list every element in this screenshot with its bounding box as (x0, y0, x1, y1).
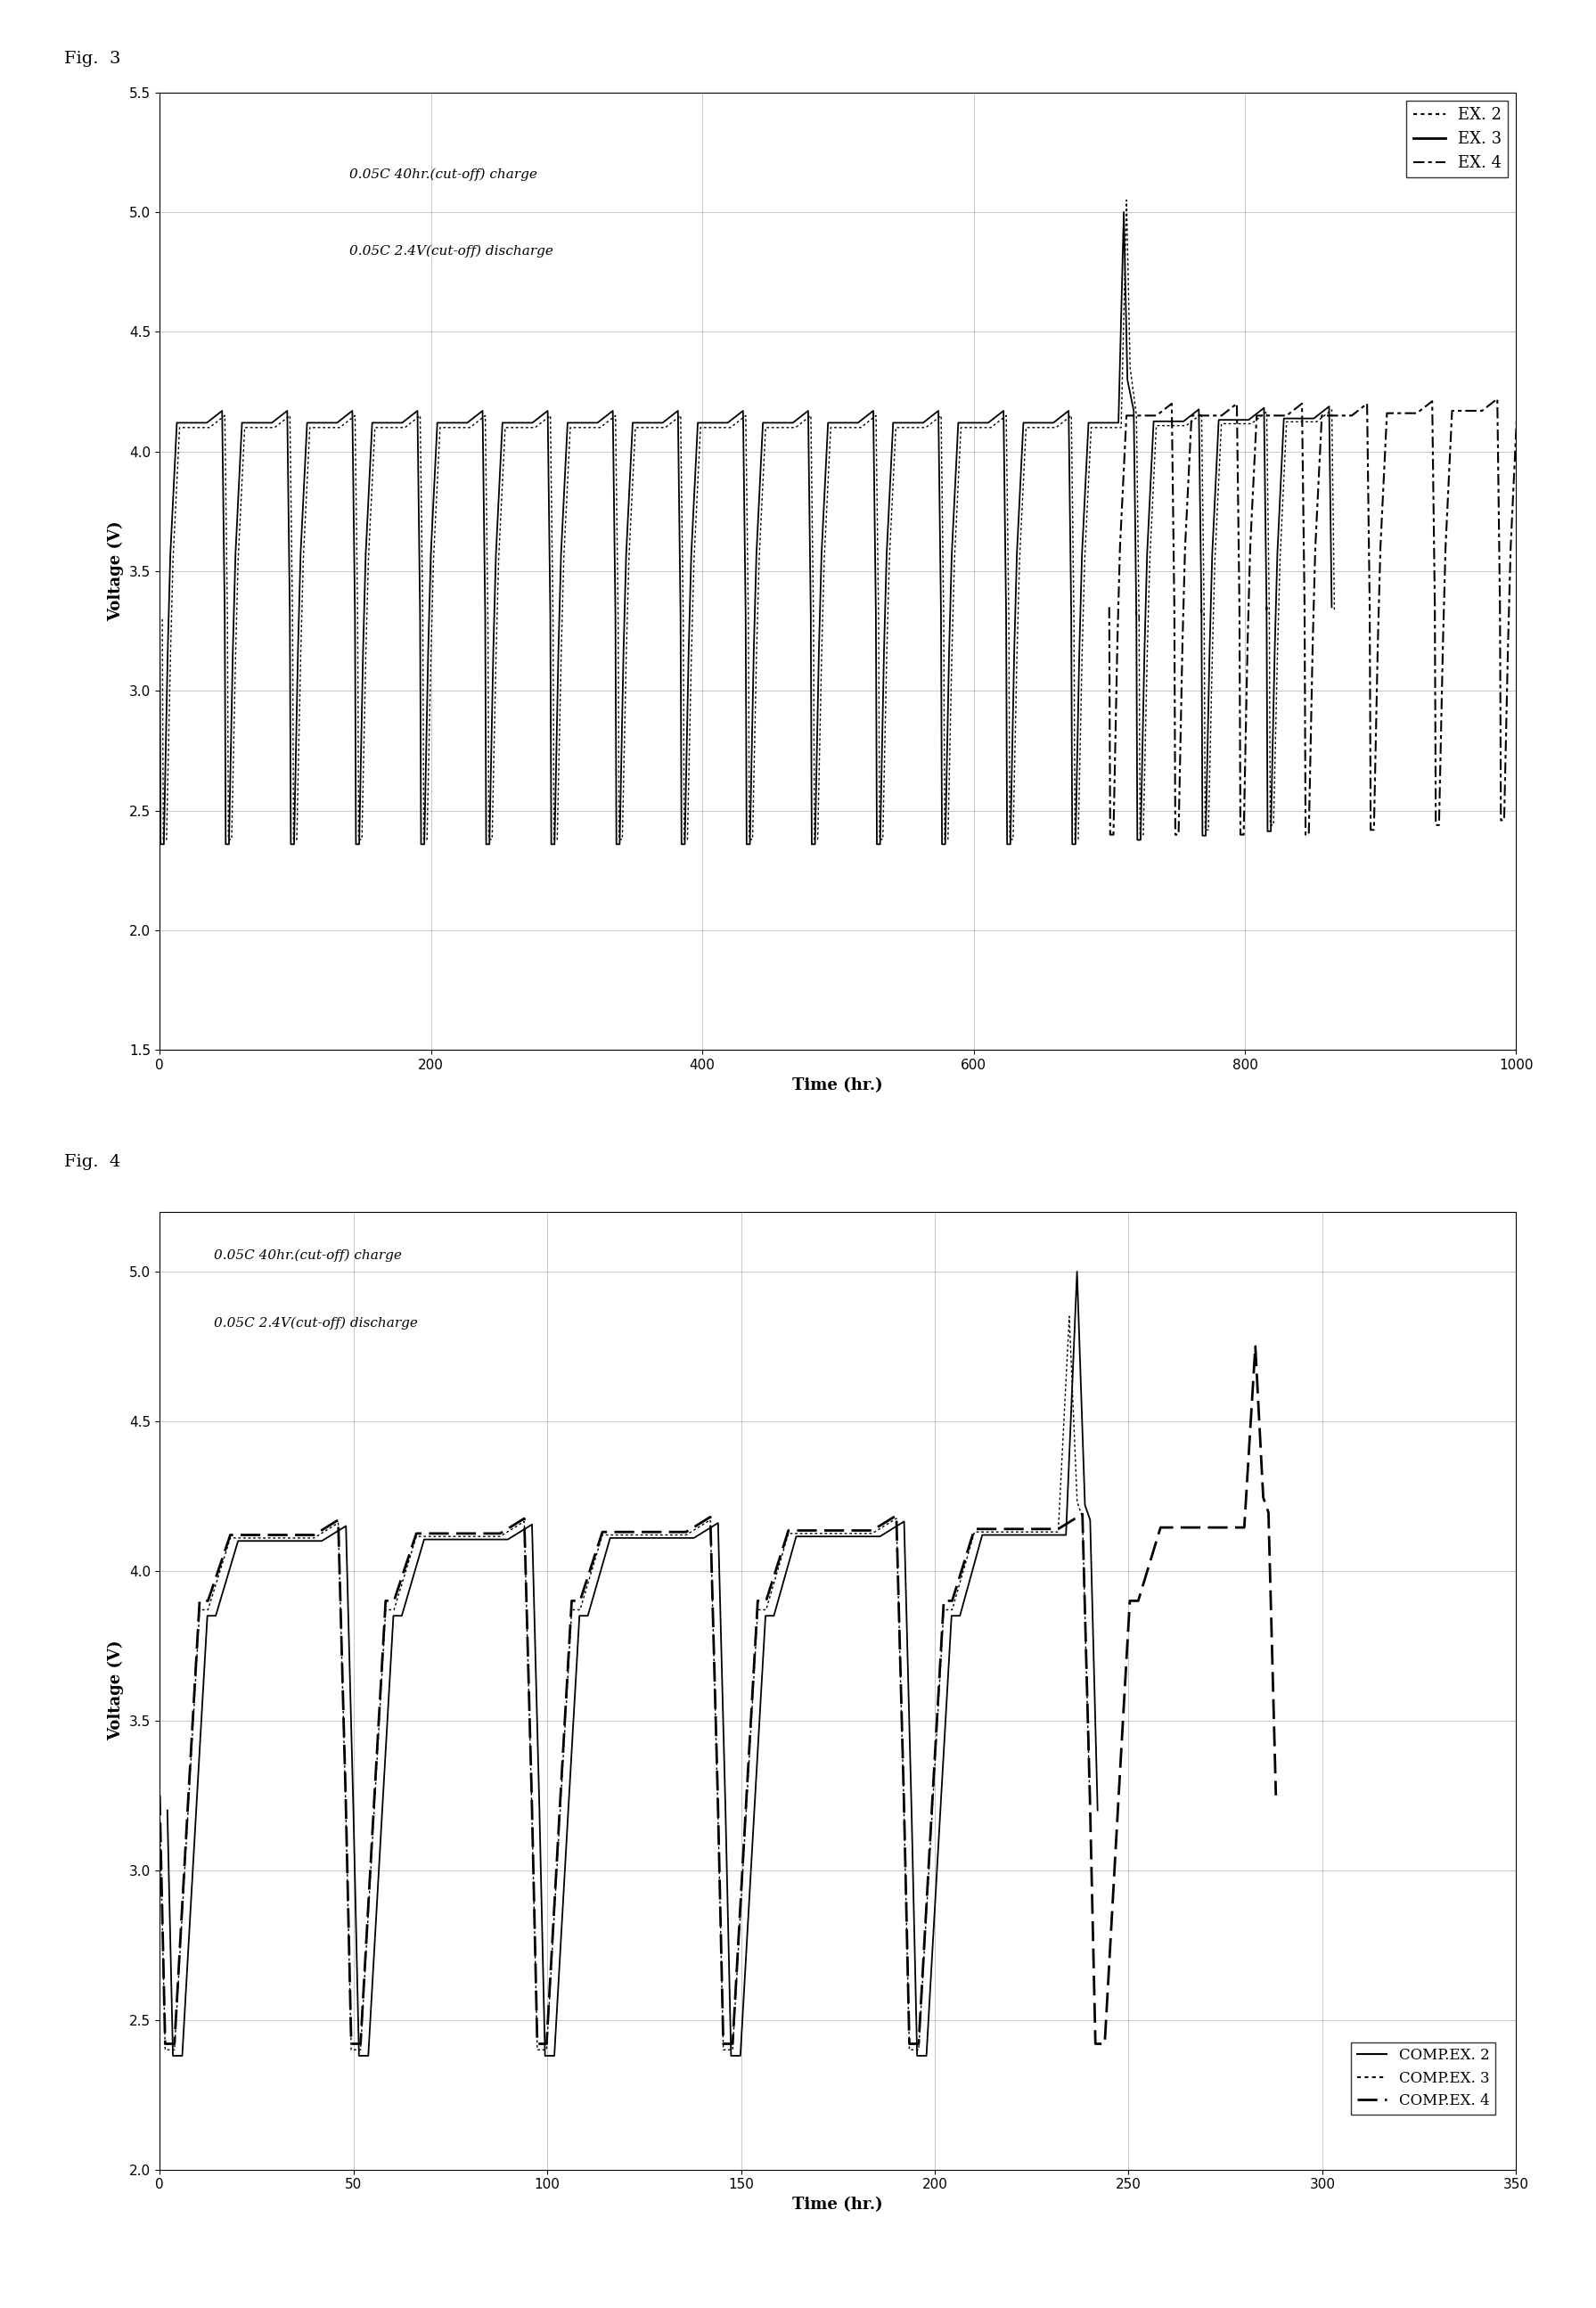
Legend: COMP.EX. 2, COMP.EX. 3, COMP.EX. 4: COMP.EX. 2, COMP.EX. 3, COMP.EX. 4 (1352, 2043, 1495, 2114)
Text: 0.05C 40hr.(cut-off) charge: 0.05C 40hr.(cut-off) charge (214, 1249, 402, 1262)
Y-axis label: Voltage (V): Voltage (V) (109, 522, 124, 621)
Text: 0.05C 2.4V(cut-off) discharge: 0.05C 2.4V(cut-off) discharge (350, 245, 554, 258)
Text: 0.05C 2.4V(cut-off) discharge: 0.05C 2.4V(cut-off) discharge (214, 1316, 418, 1329)
X-axis label: Time (hr.): Time (hr.) (793, 1078, 883, 1094)
Text: 0.05C 40hr.(cut-off) charge: 0.05C 40hr.(cut-off) charge (350, 168, 538, 182)
Legend: EX. 2, EX. 3, EX. 4: EX. 2, EX. 3, EX. 4 (1406, 99, 1508, 178)
Y-axis label: Voltage (V): Voltage (V) (109, 1641, 124, 1740)
Text: Fig.  3: Fig. 3 (64, 51, 120, 67)
X-axis label: Time (hr.): Time (hr.) (793, 2197, 883, 2213)
Text: Fig.  4: Fig. 4 (64, 1154, 120, 1170)
